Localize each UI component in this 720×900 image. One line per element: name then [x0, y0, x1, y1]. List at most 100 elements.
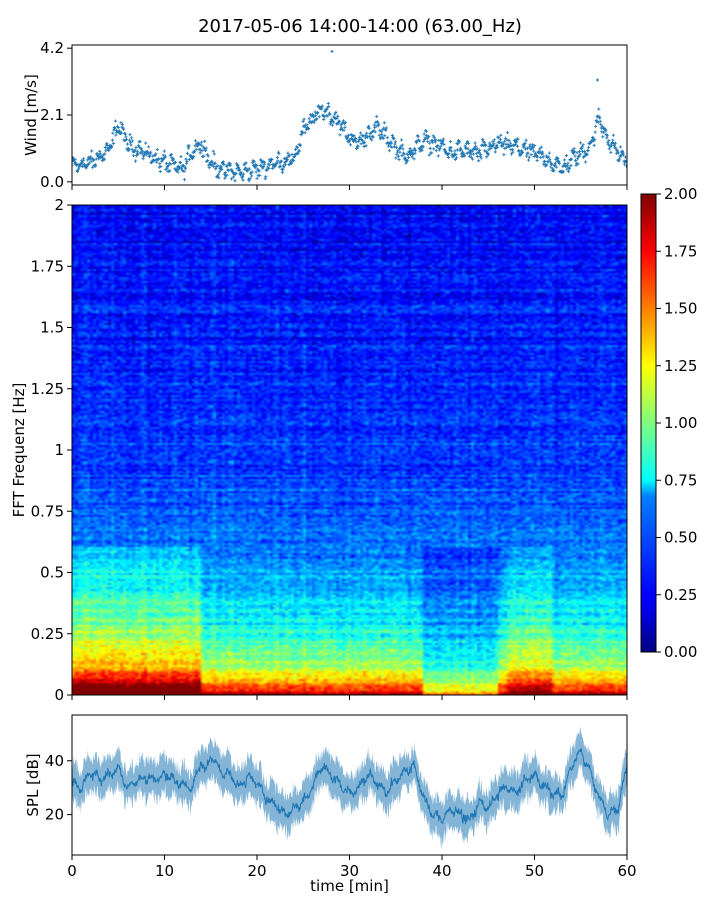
- wind-point: [158, 162, 162, 166]
- wind-y-axis-label: Wind [m/s]: [22, 74, 40, 156]
- wind-point: [606, 142, 610, 147]
- wind-point: [527, 158, 531, 162]
- wind-point: [177, 165, 182, 169]
- wind-point: [401, 147, 405, 151]
- wind-point: [535, 158, 539, 162]
- spl-xtick-label: 50: [525, 862, 544, 880]
- wind-point: [244, 161, 248, 165]
- wind-point: [586, 148, 590, 153]
- wind-point: [591, 136, 595, 140]
- wind-point: [235, 164, 240, 168]
- wind-point: [594, 124, 598, 128]
- wind-point: [210, 160, 214, 164]
- wind-point: [213, 161, 217, 165]
- wind-point: [466, 141, 471, 145]
- wind-point: [583, 149, 587, 153]
- wind-point: [336, 114, 340, 118]
- wind-point: [131, 154, 136, 158]
- wind-point: [565, 164, 570, 168]
- wind-point: [289, 161, 294, 165]
- wind-point: [566, 161, 570, 165]
- spl-x-axis-label: time [min]: [310, 877, 389, 895]
- wind-point: [320, 104, 324, 108]
- wind-point: [504, 145, 509, 150]
- wind-point: [498, 137, 502, 142]
- wind-point: [317, 115, 321, 119]
- wind-point: [236, 163, 240, 167]
- wind-point: [283, 162, 288, 167]
- wind-point: [159, 164, 163, 169]
- wind-point: [415, 141, 419, 145]
- wind-point: [443, 149, 447, 153]
- wind-point: [549, 162, 553, 167]
- wind-point: [593, 138, 597, 142]
- wind-point: [162, 149, 166, 153]
- wind-point: [507, 138, 511, 143]
- wind-point: [273, 164, 277, 168]
- wind-point: [436, 144, 440, 148]
- wind-point: [146, 151, 150, 155]
- wind-point: [347, 140, 351, 144]
- wind-point: [285, 155, 289, 160]
- wind-point: [611, 133, 615, 137]
- wind-point: [312, 115, 316, 119]
- wind-point: [404, 161, 408, 165]
- wind-point: [315, 117, 319, 121]
- wind-point: [263, 177, 267, 181]
- wind-point: [541, 152, 545, 156]
- wind-point: [306, 127, 310, 131]
- wind-point: [173, 160, 178, 165]
- wind-point: [346, 133, 351, 137]
- wind-point: [547, 155, 551, 159]
- wind-point: [570, 149, 574, 153]
- wind-point: [343, 120, 348, 125]
- wind-point: [503, 136, 508, 140]
- wind-point: [295, 146, 300, 150]
- wind-point: [398, 150, 402, 154]
- wind-point: [165, 166, 169, 170]
- wind-point: [155, 160, 159, 164]
- colorbar-tick-label: 0.00: [664, 643, 697, 661]
- wind-point: [206, 154, 210, 158]
- wind-point: [124, 135, 128, 139]
- wind-point: [279, 159, 283, 163]
- wind-point: [548, 160, 552, 164]
- wind-point: [393, 140, 398, 144]
- wind-point: [220, 167, 224, 171]
- wind-point: [571, 151, 576, 155]
- wind-point: [135, 149, 140, 153]
- wind-point: [263, 160, 267, 164]
- wind-point: [89, 160, 93, 164]
- wind-point: [474, 144, 478, 148]
- wind-point: [603, 127, 607, 131]
- wind-point: [453, 149, 457, 153]
- wind-point: [354, 140, 358, 144]
- wind-point: [621, 151, 625, 155]
- wind-point: [584, 160, 588, 164]
- wind-point: [133, 159, 138, 163]
- wind-point: [441, 139, 445, 143]
- colorbar-tick-label: 0.75: [664, 471, 697, 489]
- wind-point: [489, 146, 493, 151]
- wind-point: [313, 110, 317, 114]
- wind-point: [339, 126, 344, 130]
- wind-point: [102, 157, 106, 161]
- wind-point: [314, 117, 318, 121]
- wind-point: [479, 152, 483, 157]
- wind-point: [531, 143, 535, 147]
- spl-series-line: [72, 748, 627, 825]
- wind-point: [576, 162, 580, 166]
- wind-point: [482, 140, 486, 145]
- wind-point: [621, 153, 626, 157]
- wind-point: [200, 140, 204, 144]
- spectrogram-ytick-label: 0.75: [31, 502, 64, 520]
- wind-point: [578, 141, 583, 145]
- wind-point: [410, 155, 414, 159]
- wind-point: [591, 135, 595, 140]
- colorbar-tick-label: 1.00: [664, 414, 697, 432]
- wind-point: [551, 167, 555, 171]
- wind-point: [81, 159, 85, 163]
- spectrogram-ytick-label: 0.5: [40, 564, 64, 582]
- spectrogram-ytick-label: 1: [54, 441, 64, 459]
- wind-point: [575, 151, 579, 155]
